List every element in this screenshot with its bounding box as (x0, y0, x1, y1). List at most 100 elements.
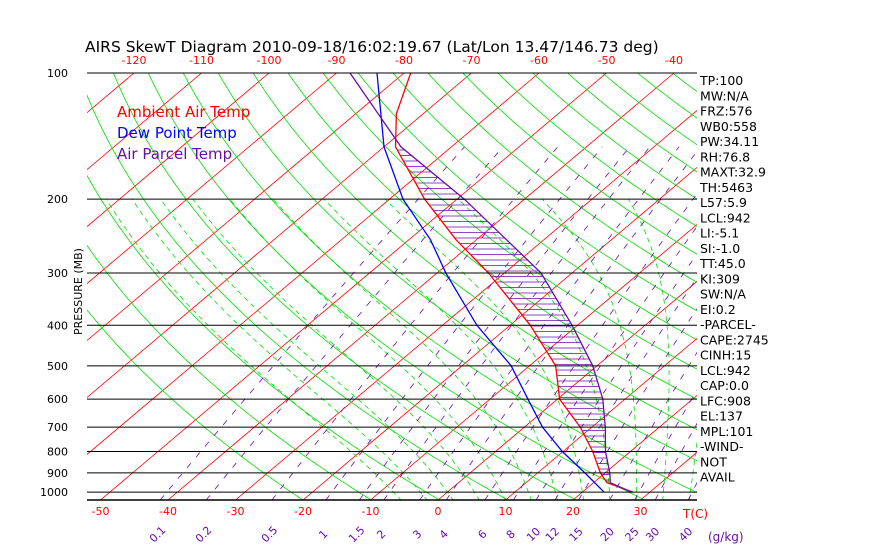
pressure-tick-label: 500 (47, 360, 68, 373)
mixing-ratio-tick-label: 0.5 (259, 524, 281, 546)
mixing-ratio-tick-label: 0.2 (193, 524, 215, 546)
legend-dewpoint: Dew Point Temp (117, 124, 237, 142)
dry-adiabat-line (427, 73, 697, 283)
index-label: LCL:942 (700, 210, 751, 225)
mixing-ratio-line (205, 146, 504, 500)
dry-adiabat-line (833, 64, 870, 501)
isotherm-line (235, 110, 697, 500)
top-temp-tick-label: -110 (189, 54, 214, 67)
isotherm-line (437, 280, 697, 500)
bottom-temp-tick-label: 0 (435, 505, 442, 518)
cape-hatching (397, 149, 611, 481)
mixing-ratio-tick-label: 15 (567, 525, 586, 544)
mixing-ratio-line (271, 146, 559, 500)
mixing-ratio-tick-label: 2 (374, 527, 388, 541)
mixing-ratio-line (609, 351, 697, 500)
isotherm-line (167, 73, 675, 500)
bottom-temp-tick-label: 10 (499, 505, 513, 518)
index-label: LI:-5.1 (700, 226, 739, 241)
mixing-ratio-tick-label: 6 (475, 527, 489, 541)
mixing-ratio-tick-label: 25 (623, 525, 642, 544)
mixing-ratio-tick-label: 3 (410, 527, 424, 541)
index-label: TH:5463 (699, 180, 753, 195)
dry-adiabat-line (87, 244, 372, 500)
mixing-ratio-tick-label: 1 (316, 527, 330, 541)
top-temp-tick-label: -80 (395, 54, 413, 67)
mixing-ratio-tick-label: 20 (598, 525, 617, 544)
dry-adiabat-line (112, 73, 578, 500)
index-label: L57:5.9 (700, 195, 747, 210)
mixing-ratio-line (159, 146, 465, 500)
index-label: TP:100 (699, 73, 743, 88)
index-label: TT:45.0 (699, 256, 746, 271)
dry-adiabat-line (671, 73, 697, 92)
pressure-tick-label: 300 (47, 267, 68, 280)
moist-adiabat-line (272, 198, 532, 500)
mixing-ratio-line (535, 253, 697, 500)
mixing-ratio-tick-label: 8 (504, 527, 518, 541)
dry-adiabat-line (182, 73, 697, 493)
dry-adiabat-line (87, 174, 441, 500)
pressure-tick-label: 900 (47, 467, 68, 480)
mixing-ratio-line (554, 277, 697, 500)
index-label: FRZ:576 (700, 104, 753, 119)
bottom-temp-tick-label: -20 (294, 505, 312, 518)
mixing-ratio-line (445, 150, 697, 500)
isotherm-line (776, 73, 870, 500)
dry-adiabat-line (462, 73, 697, 255)
parcel-temp-line (349, 73, 632, 493)
moist-adiabat-line (541, 198, 637, 500)
dry-adiabat-line (217, 73, 697, 462)
mixing-ratio-line (654, 422, 697, 500)
pressure-tick-label: 200 (47, 193, 68, 206)
index-label: RH:76.8 (700, 149, 750, 164)
top-temp-tick-label: -120 (122, 54, 147, 67)
mixing-unit-label: (g/kg) (708, 530, 744, 544)
y-axis-label: PRESSURE (MB) (72, 248, 85, 335)
dry-adiabat-line (322, 73, 697, 370)
index-label: PW:34.11 (700, 134, 759, 149)
mixing-ratio-tick-label: 1.5 (346, 524, 368, 546)
isotherm-line (87, 73, 202, 171)
isotherm-line (572, 394, 697, 500)
mixing-ratio-tick-label: 0.1 (147, 524, 169, 546)
mixing-ratio-tick-label: 10 (524, 525, 543, 544)
mixing-ratio-line (383, 146, 651, 500)
mixing-ratio-tick-label: 40 (676, 525, 695, 544)
stability-indices: TP:100MW:N/AFRZ:576WB0:558PW:34.11RH:76.… (699, 73, 769, 485)
bottom-temp-tick-label: 20 (566, 505, 580, 518)
bottom-temp-tick-label: -30 (227, 505, 245, 518)
profiles (349, 73, 634, 493)
index-label: EL:137 (700, 409, 743, 424)
moist-adiabat-line (323, 198, 558, 500)
mixing-ratio-line (325, 146, 603, 500)
bottom-temp-tick-label: -10 (362, 505, 380, 518)
top-temp-tick-label: -60 (530, 54, 548, 67)
background-lines (87, 64, 870, 501)
moist-adiabat-line (627, 198, 670, 500)
moist-adiabat-line (457, 198, 611, 500)
index-label: MW:N/A (700, 88, 749, 103)
mixing-ratio-tick-label: 4 (437, 527, 451, 541)
index-label: MAXT:32.9 (700, 165, 766, 180)
mixing-ratio-line (578, 308, 697, 500)
isotherm-line (302, 166, 697, 500)
index-label: KI:309 (700, 271, 740, 286)
pressure-tick-label: 800 (47, 445, 68, 458)
dry-adiabat-line (87, 94, 509, 500)
index-label: CINH:15 (700, 348, 751, 363)
index-label: LFC:908 (700, 393, 751, 408)
isotherm-line (87, 73, 472, 398)
dry-adiabat-line (87, 309, 304, 500)
index-label: LCL:942 (700, 363, 751, 378)
bottom-temp-tick-label: 30 (634, 505, 648, 518)
index-label: EI:0.2 (700, 302, 736, 317)
legend-ambient: Ambient Air Temp (117, 103, 250, 121)
mixing-ratio-tick-label: 12 (543, 525, 562, 544)
mixing-ratio-line (358, 146, 631, 500)
top-temp-tick-label: -70 (463, 54, 481, 67)
index-label: NOT (700, 454, 727, 469)
pressure-tick-label: 1000 (40, 486, 68, 499)
isotherm-line (87, 73, 337, 285)
